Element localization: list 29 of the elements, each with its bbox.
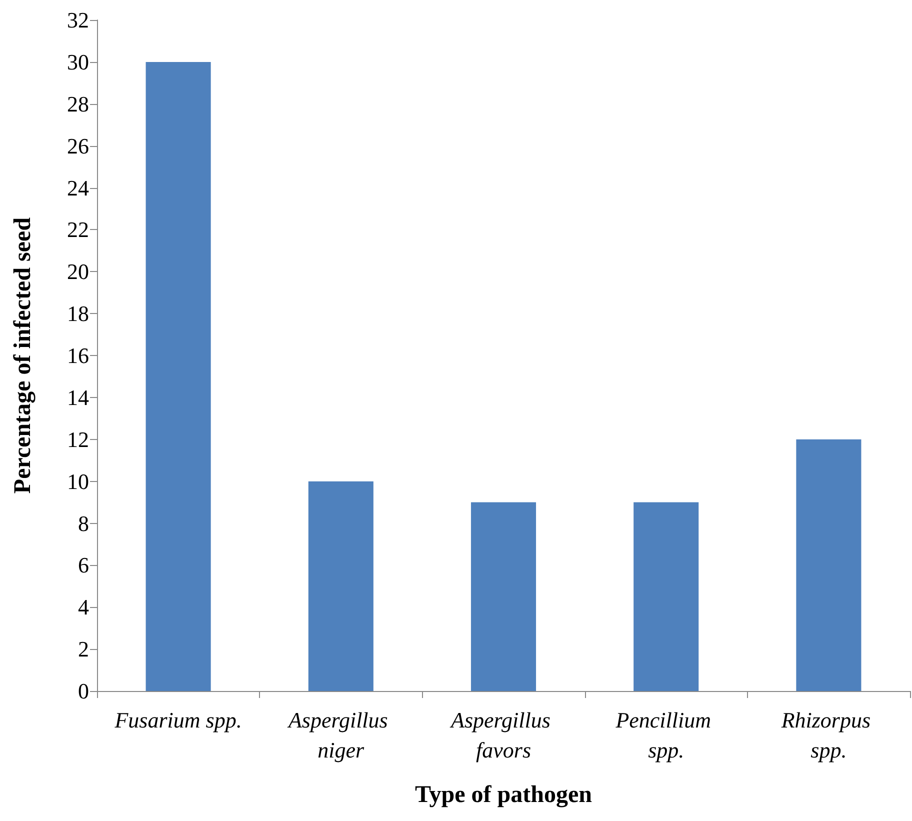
y-tick-label: 8: [78, 510, 89, 536]
y-tick-label: 22: [67, 217, 89, 242]
y-tick-label: 30: [67, 49, 89, 74]
y-tick-label: 18: [67, 301, 89, 326]
y-tick-label: 14: [67, 384, 89, 410]
y-tick-label: 24: [67, 175, 89, 200]
bar: [796, 439, 862, 691]
y-tick-label: 6: [78, 552, 89, 578]
y-tick-label: 2: [78, 636, 89, 662]
x-tick-label: Aspergillus favors: [449, 708, 556, 762]
bar: [146, 62, 211, 691]
y-tick-label: 0: [78, 678, 89, 704]
y-tick-label: 20: [67, 259, 89, 284]
x-tick-label: Aspergillus niger: [286, 708, 394, 762]
y-tick-label: 10: [67, 468, 89, 494]
bar: [470, 502, 536, 691]
y-tick-label: 4: [78, 594, 89, 620]
bar: [308, 481, 374, 691]
bar: [634, 502, 699, 691]
y-tick-label: 32: [67, 8, 89, 32]
x-axis-title: Type of pathogen: [415, 782, 592, 808]
y-tick-label: 26: [67, 133, 89, 158]
y-tick-label: 16: [67, 343, 89, 368]
y-tick-label: 28: [67, 91, 89, 116]
x-tick-label: Pencillium spp.: [614, 708, 717, 762]
y-axis-title: Percentage of infected seed: [10, 216, 36, 494]
x-tick-label: Fusarium spp.: [114, 708, 242, 732]
y-tick-label: 12: [67, 426, 89, 452]
x-tick-label: Rhizorpus spp.: [780, 708, 876, 762]
